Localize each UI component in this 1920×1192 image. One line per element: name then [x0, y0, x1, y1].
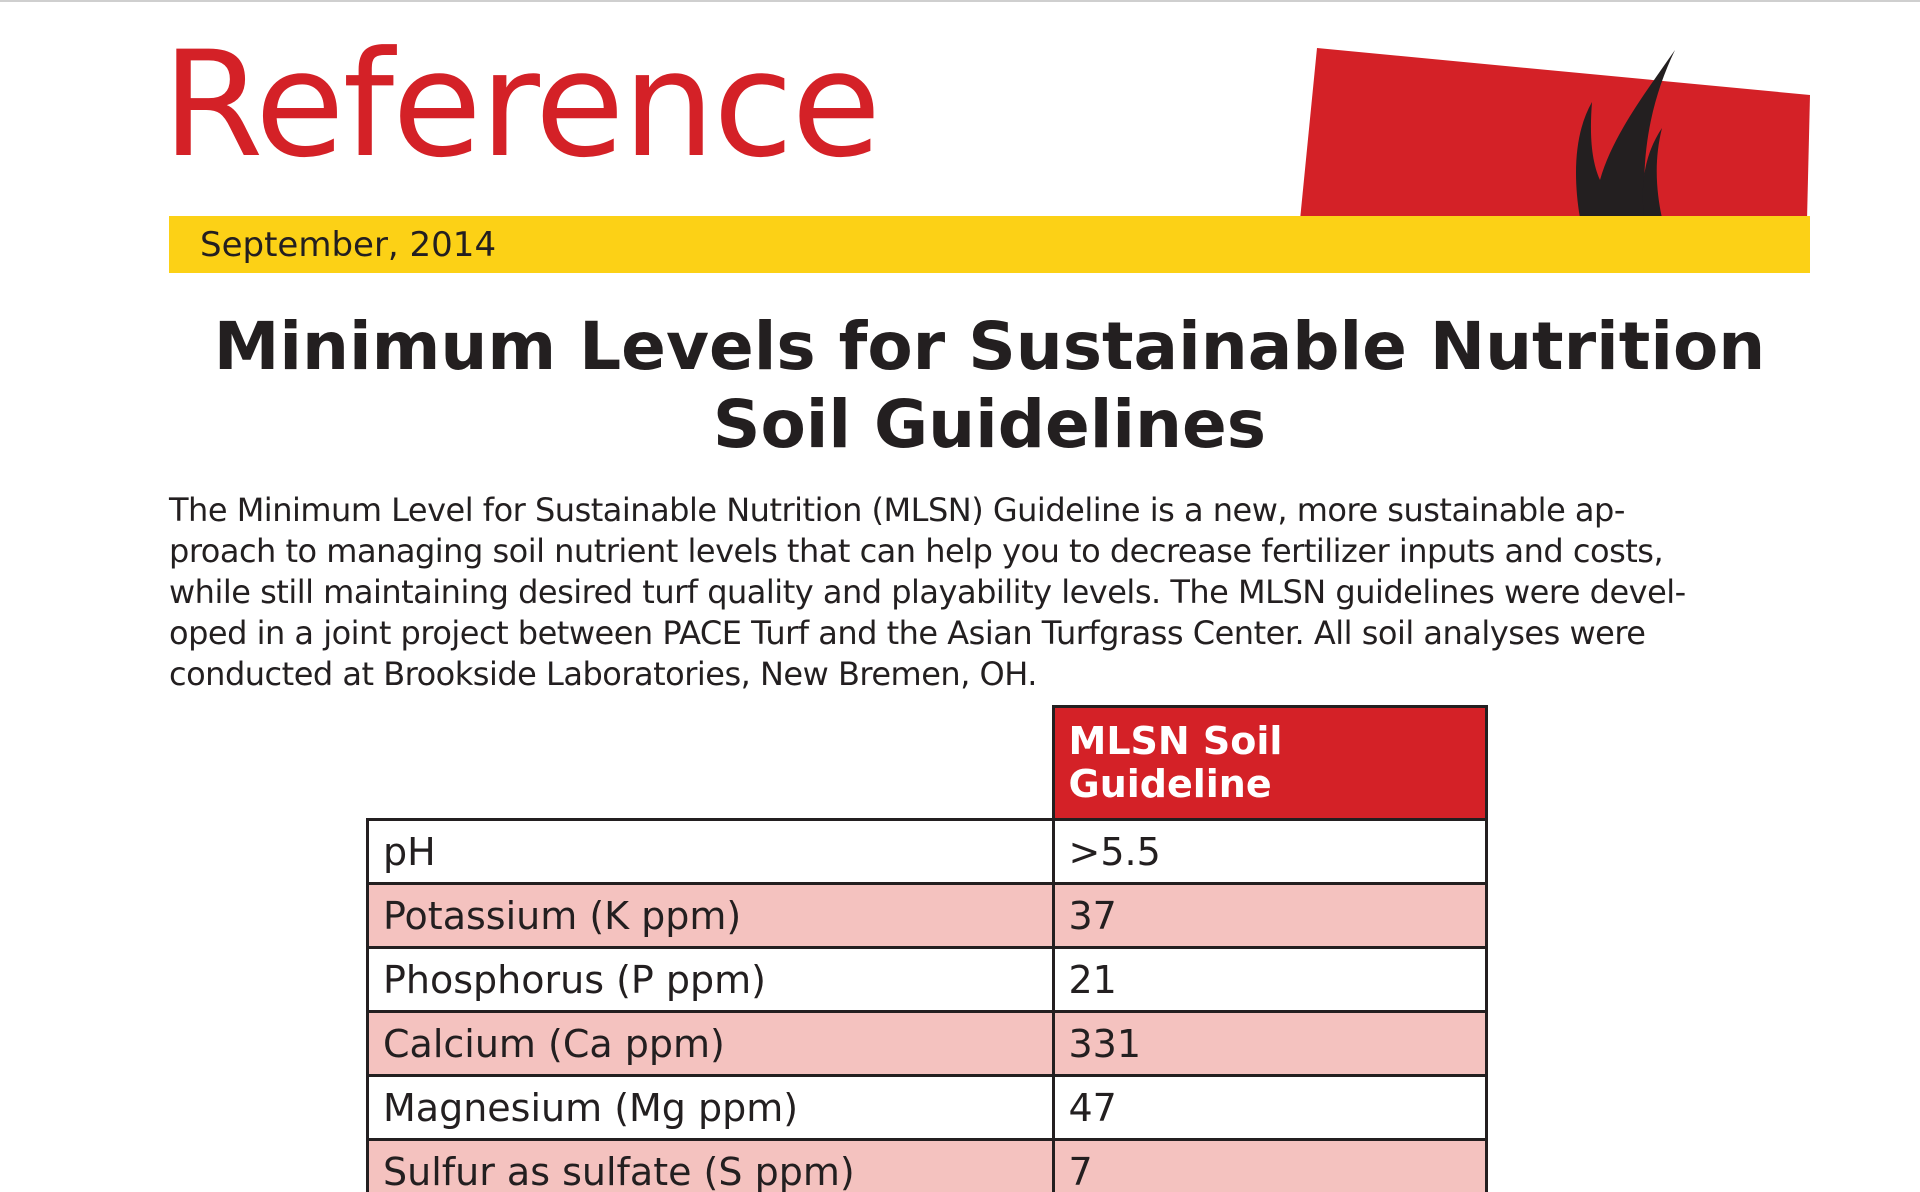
table-row: pH >5.5: [366, 818, 1488, 885]
table-row: Potassium (K ppm) 37: [366, 882, 1488, 949]
grass-blade-banner-icon: [1300, 48, 1810, 220]
title-line-1: Minimum Levels for Sustainable Nutrition: [213, 308, 1766, 385]
nutrient-label: Magnesium (Mg ppm): [366, 1074, 1055, 1141]
table-row: Magnesium (Mg ppm) 47: [366, 1074, 1488, 1141]
nutrient-label: Phosphorus (P ppm): [366, 946, 1055, 1013]
intro-line: proach to managing soil nutrient levels …: [169, 532, 1664, 570]
intro-line: The Minimum Level for Sustainable Nutrit…: [169, 491, 1625, 529]
table-header-blank: [368, 707, 1054, 820]
section-heading: Reference: [162, 20, 881, 190]
table-row: Phosphorus (P ppm) 21: [366, 946, 1488, 1013]
intro-line: conducted at Brookside Laboratories, New…: [169, 655, 1037, 693]
header-line-2: Guideline: [1068, 762, 1272, 806]
document-title: Minimum Levels for Sustainable Nutrition…: [169, 308, 1810, 464]
table-header-row: MLSN Soil Guideline: [368, 705, 1488, 820]
guideline-value: 21: [1051, 946, 1488, 1013]
nutrient-label: Calcium (Ca ppm): [366, 1010, 1055, 1077]
guideline-value: 7: [1051, 1138, 1488, 1192]
table-header-guideline: MLSN Soil Guideline: [1051, 705, 1488, 820]
mlsn-guideline-table: MLSN Soil Guideline pH >5.5 Potassium (K…: [366, 705, 1488, 1192]
issue-date: September, 2014: [200, 225, 497, 265]
top-rule: [0, 0, 1920, 2]
intro-line: while still maintaining desired turf qua…: [169, 573, 1686, 611]
guideline-value: 37: [1051, 882, 1488, 949]
header-line-1: MLSN Soil: [1068, 719, 1283, 763]
guideline-value: 331: [1051, 1010, 1488, 1077]
intro-paragraph: The Minimum Level for Sustainable Nutrit…: [169, 490, 1819, 695]
table-row: Calcium (Ca ppm) 331: [366, 1010, 1488, 1077]
nutrient-label: pH: [366, 818, 1055, 885]
date-bar: [169, 216, 1810, 273]
nutrient-label: Potassium (K ppm): [366, 882, 1055, 949]
title-line-2: Soil Guidelines: [712, 386, 1267, 463]
nutrient-label: Sulfur as sulfate (S ppm): [366, 1138, 1055, 1192]
intro-line: oped in a joint project between PACE Tur…: [169, 614, 1646, 652]
table-row: Sulfur as sulfate (S ppm) 7: [366, 1138, 1488, 1192]
guideline-value: >5.5: [1051, 818, 1488, 885]
guideline-value: 47: [1051, 1074, 1488, 1141]
